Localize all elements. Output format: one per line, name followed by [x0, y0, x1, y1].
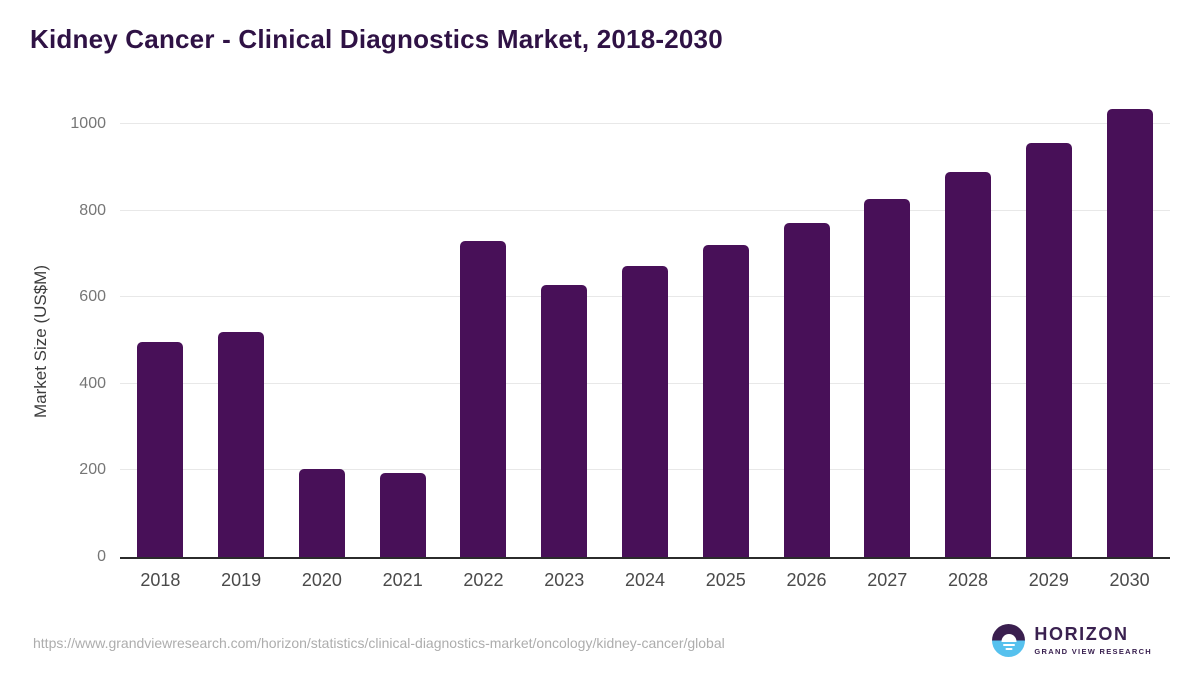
bar-2028 — [945, 171, 992, 557]
logo-subtitle: GRAND VIEW RESEARCH — [1034, 646, 1152, 656]
y-tick-label-200: 200 — [79, 461, 106, 479]
bar-2020 — [298, 469, 345, 557]
y-tick-label-600: 600 — [79, 288, 106, 306]
sun-reflection-line — [1005, 647, 1013, 650]
bars-row — [120, 109, 1170, 557]
plot-area: 2018 2019 2020 2021 2022 2023 2024 2025 2026 2027… — [70, 109, 1170, 590]
bar-slot-2028 — [928, 171, 1009, 557]
bar-slot-2021 — [362, 473, 443, 557]
source-url: https://www.grandviewresearch.com/horizo… — [33, 635, 725, 651]
brand-logo: HORIZON GRAND VIEW RESEARCH — [992, 624, 1152, 657]
x-tick-label-2027: 2027 — [867, 570, 908, 590]
x-tick-label-2029: 2029 — [1028, 570, 1069, 590]
y-tick-label-400: 400 — [79, 374, 106, 392]
bar-2025 — [702, 245, 749, 557]
horizon-sun-icon — [992, 624, 1026, 657]
gridline-1000 — [120, 123, 1170, 124]
chart-title: Kidney Cancer - Clinical Diagnostics Mar… — [30, 24, 723, 54]
y-tick-label-800: 800 — [79, 201, 106, 219]
bar-2019 — [218, 331, 265, 557]
x-tick-label-2025: 2025 — [705, 570, 746, 590]
y-tick-label-0: 0 — [97, 548, 106, 565]
x-tick-label-2020: 2020 — [301, 570, 342, 590]
x-tick-label-2023: 2023 — [544, 570, 585, 590]
bar-2027 — [864, 198, 911, 557]
logo-name: HORIZON — [1034, 624, 1129, 645]
y-axis-title: Market Size (US$M) — [28, 124, 54, 559]
x-tick-label-2022: 2022 — [463, 570, 504, 590]
x-tick-label-2021: 2021 — [382, 570, 423, 590]
gridline-800 — [120, 209, 1170, 211]
sun-shape — [1001, 633, 1017, 642]
bar-slot-2019 — [201, 331, 282, 557]
x-tick-label-2024: 2024 — [624, 570, 665, 590]
bar-2023 — [541, 284, 588, 557]
bar-slot-2023 — [524, 284, 605, 557]
x-tick-label-2026: 2026 — [786, 570, 827, 590]
bar-2021 — [379, 473, 426, 557]
x-tick-label-2019: 2019 — [221, 570, 262, 590]
bar-slot-2027 — [847, 198, 928, 557]
y-axis-title-text: Market Size (US$M) — [31, 264, 50, 419]
sun-reflection-line — [1002, 643, 1015, 646]
x-axis-labels: 2018 2019 2020 2021 2022 2023 2024 2025 2026 2027… — [120, 570, 1170, 591]
bar-slot-2024 — [605, 266, 686, 557]
bar-slot-2025 — [685, 245, 766, 557]
bar-slot-2030 — [1089, 109, 1170, 557]
bar-slot-2018 — [120, 341, 201, 557]
x-tick-label-2018: 2018 — [140, 570, 181, 590]
bar-slot-2022 — [443, 240, 524, 557]
x-tick-label-2028: 2028 — [948, 570, 989, 590]
bar-2024 — [621, 266, 668, 557]
bar-slot-2020 — [282, 469, 363, 557]
bar-2026 — [783, 222, 830, 557]
bar-slot-2026 — [766, 222, 847, 557]
bar-2022 — [460, 240, 507, 557]
bar-slot-2029 — [1008, 142, 1089, 557]
logo-text: HORIZON GRAND VIEW RESEARCH — [1034, 624, 1152, 656]
bar-2029 — [1025, 142, 1072, 557]
x-tick-label-2030: 2030 — [1109, 570, 1150, 590]
bar-2018 — [137, 341, 184, 557]
y-tick-label-1000: 1000 — [70, 115, 106, 132]
bar-2030 — [1106, 109, 1153, 557]
